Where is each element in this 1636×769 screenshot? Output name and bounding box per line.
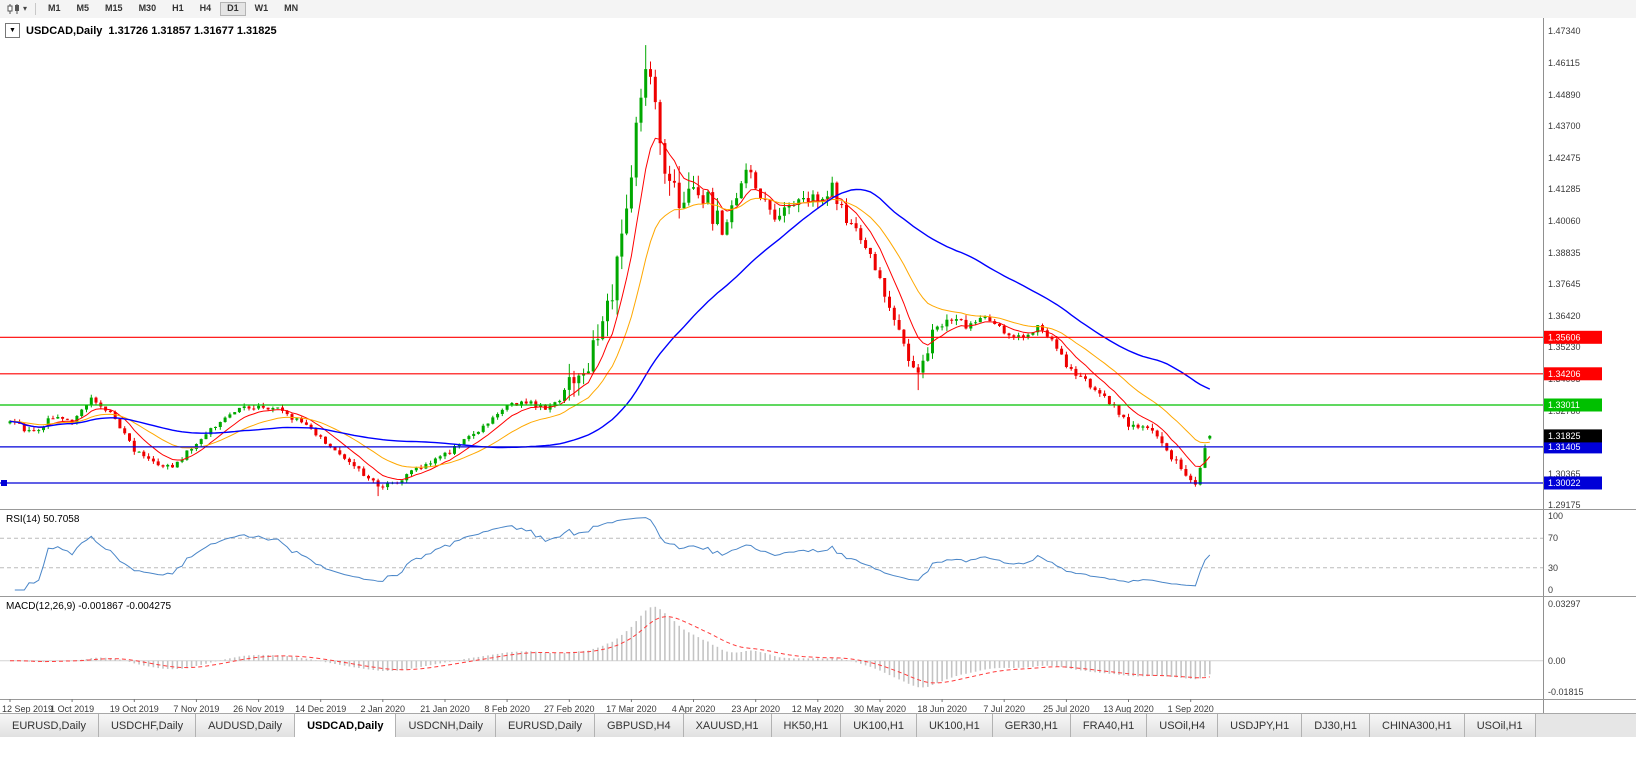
svg-text:1.36420: 1.36420: [1548, 311, 1581, 321]
chart-tab-audusd-daily[interactable]: AUDUSD,Daily: [196, 714, 296, 738]
chart-tab-dj30-h1[interactable]: DJ30,H1: [1302, 714, 1371, 738]
svg-text:1.37645: 1.37645: [1548, 279, 1581, 289]
timeframe-M1[interactable]: M1: [41, 2, 68, 16]
svg-text:1.31825: 1.31825: [1548, 431, 1581, 441]
symbol-dropdown-button[interactable]: ▼: [5, 23, 20, 38]
svg-text:1.38835: 1.38835: [1548, 248, 1581, 258]
svg-text:1 Oct 2019: 1 Oct 2019: [50, 704, 94, 713]
svg-text:30 May 2020: 30 May 2020: [854, 704, 906, 713]
candlestick-chart-icon: [7, 4, 19, 14]
svg-text:12 May 2020: 12 May 2020: [792, 704, 844, 713]
chart-tab-usoil-h4[interactable]: USOil,H4: [1147, 714, 1219, 738]
svg-text:1 Sep 2020: 1 Sep 2020: [1168, 704, 1214, 713]
timeframe-M15[interactable]: M15: [98, 2, 130, 16]
macd-panel: 0.03297 0.00 -0.01815: [0, 596, 1636, 697]
chart-canvas[interactable]: 1.47340 1.46115 1.44890 1.43700 1.42475 1.412…: [0, 18, 1636, 713]
svg-text:0.00: 0.00: [1548, 656, 1566, 666]
timeframe-W1[interactable]: W1: [248, 2, 276, 16]
svg-text:17 Mar 2020: 17 Mar 2020: [606, 704, 657, 713]
chart-region: 1.47340 1.46115 1.44890 1.43700 1.42475 1.412…: [0, 18, 1636, 713]
chart-tab-hk50-h1[interactable]: HK50,H1: [771, 714, 842, 738]
triangle-down-icon: ▼: [9, 27, 16, 34]
timeframe-H4[interactable]: H4: [193, 2, 219, 16]
svg-text:0: 0: [1548, 585, 1553, 595]
svg-text:1.31405: 1.31405: [1548, 442, 1581, 452]
svg-text:1.30365: 1.30365: [1548, 469, 1581, 479]
svg-text:4 Apr 2020: 4 Apr 2020: [672, 704, 716, 713]
svg-text:13 Aug 2020: 13 Aug 2020: [1103, 704, 1154, 713]
svg-text:1.34206: 1.34206: [1548, 369, 1581, 379]
svg-text:1.33011: 1.33011: [1548, 400, 1580, 410]
svg-text:1.40060: 1.40060: [1548, 216, 1581, 226]
price-axis[interactable]: 1.47340 1.46115 1.44890 1.43700 1.42475 1.412…: [1543, 18, 1603, 713]
svg-text:8 Feb 2020: 8 Feb 2020: [484, 704, 530, 713]
svg-text:1.30022: 1.30022: [1548, 478, 1581, 488]
chart-tab-usoil-h1[interactable]: USOil,H1: [1464, 714, 1536, 738]
svg-text:1.47340: 1.47340: [1548, 26, 1581, 36]
chart-tab-usdcad-daily[interactable]: USDCAD,Daily: [295, 714, 397, 738]
toolbar-separator: [35, 3, 37, 15]
svg-text:23 Apr 2020: 23 Apr 2020: [731, 704, 780, 713]
svg-text:30: 30: [1548, 563, 1558, 573]
svg-text:1.41285: 1.41285: [1548, 184, 1581, 194]
candlestick-series: [8, 45, 1212, 497]
svg-text:-0.01815: -0.01815: [1548, 687, 1584, 697]
chart-tab-usdjpy-h1[interactable]: USDJPY,H1: [1218, 714, 1303, 738]
svg-text:1.35606: 1.35606: [1548, 332, 1581, 342]
chart-tab-eurusd-daily[interactable]: EURUSD,Daily: [0, 714, 99, 738]
svg-text:70: 70: [1548, 533, 1558, 543]
chart-tab-usdchf-daily[interactable]: USDCHF,Daily: [98, 714, 197, 738]
svg-text:1.42475: 1.42475: [1548, 153, 1581, 163]
svg-text:1.35230: 1.35230: [1548, 342, 1581, 352]
chart-tab-fra40-h1[interactable]: FRA40,H1: [1070, 714, 1148, 738]
svg-text:2 Jan 2020: 2 Jan 2020: [361, 704, 406, 713]
chart-tab-uk100-h1[interactable]: UK100,H1: [841, 714, 917, 738]
timeframe-MN[interactable]: MN: [277, 2, 305, 16]
chart-tab-usdcnh-daily[interactable]: USDCNH,Daily: [396, 714, 497, 738]
svg-text:1.46115: 1.46115: [1548, 58, 1580, 68]
svg-text:1.43700: 1.43700: [1548, 121, 1581, 131]
svg-text:19 Oct 2019: 19 Oct 2019: [110, 704, 159, 713]
chart-tab-xauusd-h1[interactable]: XAUUSD,H1: [683, 714, 772, 738]
svg-text:21 Jan 2020: 21 Jan 2020: [420, 704, 470, 713]
svg-text:7 Nov 2019: 7 Nov 2019: [173, 704, 219, 713]
chart-tab-eurusd-daily[interactable]: EURUSD,Daily: [496, 714, 595, 738]
chevron-down-icon: ▾: [23, 4, 28, 13]
svg-text:100: 100: [1548, 511, 1563, 521]
rsi-panel: 100 70 30 0: [0, 509, 1636, 595]
svg-text:1.29175: 1.29175: [1548, 500, 1581, 510]
svg-text:26 Nov 2019: 26 Nov 2019: [233, 704, 284, 713]
svg-text:0.03297: 0.03297: [1548, 599, 1581, 609]
chart-tabs-bar: EURUSD,Daily USDCHF,Daily AUDUSD,Daily USDC…: [0, 713, 1636, 738]
chart-tab-china300-h1[interactable]: CHINA300,H1: [1370, 714, 1465, 738]
svg-text:25 Jul 2020: 25 Jul 2020: [1043, 704, 1090, 713]
chart-tab-uk100-h1[interactable]: UK100,H1: [916, 714, 993, 738]
moving-average-lines: [9, 137, 1211, 481]
svg-text:27 Feb 2020: 27 Feb 2020: [544, 704, 595, 713]
toolbar: ▾ M1 M5 M15 M30 H1 H4 D1 W1 MN: [0, 0, 1636, 19]
horizontal-line-objects[interactable]: [0, 336, 1543, 486]
svg-text:7 Jul 2020: 7 Jul 2020: [983, 704, 1025, 713]
timeframe-M5[interactable]: M5: [70, 2, 97, 16]
svg-text:1.44890: 1.44890: [1548, 90, 1581, 100]
timeframe-H1[interactable]: H1: [165, 2, 191, 16]
status-bar: [0, 737, 1636, 769]
svg-text:18 Jun 2020: 18 Jun 2020: [917, 704, 967, 713]
svg-text:14 Dec 2019: 14 Dec 2019: [295, 704, 346, 713]
chart-tab-gbpusd-h4[interactable]: GBPUSD,H4: [595, 714, 684, 738]
svg-text:12 Sep 2019: 12 Sep 2019: [2, 704, 53, 713]
timeframe-M30[interactable]: M30: [132, 2, 164, 16]
chart-type-button[interactable]: ▾: [3, 1, 30, 17]
timeframe-buttons: M1 M5 M15 M30 H1 H4 D1 W1 MN: [41, 2, 305, 16]
chart-tab-ger30-h1[interactable]: GER30,H1: [992, 714, 1071, 738]
timeframe-D1[interactable]: D1: [220, 2, 246, 16]
